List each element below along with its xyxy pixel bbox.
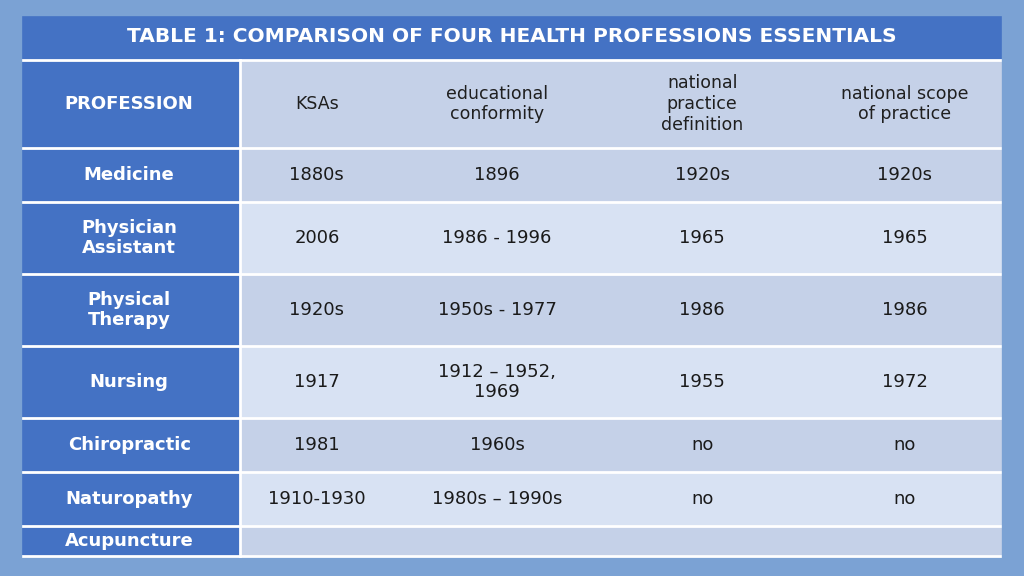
- Bar: [241, 472, 393, 526]
- Bar: [804, 526, 1006, 556]
- Text: 1980s – 1990s: 1980s – 1990s: [432, 490, 562, 508]
- Text: TABLE 1: COMPARISON OF FOUR HEALTH PROFESSIONS ESSENTIALS: TABLE 1: COMPARISON OF FOUR HEALTH PROFE…: [127, 26, 897, 46]
- Bar: [241, 148, 393, 202]
- Bar: [18, 526, 241, 556]
- Bar: [601, 346, 804, 418]
- Text: 2006: 2006: [294, 229, 340, 247]
- Text: Nursing: Nursing: [90, 373, 169, 391]
- Text: 1965: 1965: [882, 229, 928, 247]
- Bar: [804, 346, 1006, 418]
- Bar: [18, 60, 241, 148]
- Text: 1981: 1981: [294, 436, 340, 454]
- Text: national scope
of practice: national scope of practice: [841, 85, 969, 123]
- Bar: [241, 526, 393, 556]
- Text: 1920s: 1920s: [675, 166, 730, 184]
- Bar: [804, 418, 1006, 472]
- Bar: [601, 418, 804, 472]
- Bar: [601, 148, 804, 202]
- Text: PROFESSION: PROFESSION: [65, 95, 194, 113]
- Bar: [804, 148, 1006, 202]
- Text: no: no: [691, 490, 714, 508]
- Text: 1986: 1986: [882, 301, 928, 319]
- Bar: [393, 418, 601, 472]
- Text: 1950s - 1977: 1950s - 1977: [437, 301, 557, 319]
- Bar: [18, 346, 241, 418]
- Text: KSAs: KSAs: [295, 95, 339, 113]
- Bar: [601, 274, 804, 346]
- Bar: [241, 418, 393, 472]
- Bar: [601, 472, 804, 526]
- Text: educational
conformity: educational conformity: [446, 85, 548, 123]
- Bar: [393, 202, 601, 274]
- Bar: [393, 526, 601, 556]
- Bar: [804, 202, 1006, 274]
- Bar: [804, 472, 1006, 526]
- Text: 1910-1930: 1910-1930: [268, 490, 366, 508]
- Text: 1986: 1986: [679, 301, 725, 319]
- Bar: [393, 346, 601, 418]
- Bar: [241, 60, 393, 148]
- Text: Acupuncture: Acupuncture: [65, 532, 194, 550]
- Bar: [601, 60, 804, 148]
- Bar: [601, 202, 804, 274]
- Text: 1920s: 1920s: [290, 301, 344, 319]
- Text: 1896: 1896: [474, 166, 520, 184]
- Bar: [393, 60, 601, 148]
- Text: national
practice
definition: national practice definition: [662, 74, 743, 134]
- Text: 1960s: 1960s: [470, 436, 524, 454]
- Text: Medicine: Medicine: [84, 166, 174, 184]
- Bar: [393, 274, 601, 346]
- Text: 1920s: 1920s: [878, 166, 932, 184]
- Bar: [18, 472, 241, 526]
- Bar: [18, 202, 241, 274]
- Bar: [393, 472, 601, 526]
- Text: no: no: [894, 436, 915, 454]
- Text: no: no: [894, 490, 915, 508]
- Bar: [393, 148, 601, 202]
- Bar: [241, 346, 393, 418]
- Text: no: no: [691, 436, 714, 454]
- Bar: [18, 148, 241, 202]
- Bar: [18, 12, 1006, 60]
- Text: 1880s: 1880s: [290, 166, 344, 184]
- Text: Chiropractic: Chiropractic: [68, 436, 190, 454]
- Text: Physician
Assistant: Physician Assistant: [81, 219, 177, 257]
- Text: 1972: 1972: [882, 373, 928, 391]
- Text: 1955: 1955: [679, 373, 725, 391]
- Bar: [18, 274, 241, 346]
- Text: Physical
Therapy: Physical Therapy: [88, 291, 171, 329]
- Bar: [241, 202, 393, 274]
- Bar: [18, 418, 241, 472]
- Text: 1912 – 1952,
1969: 1912 – 1952, 1969: [438, 363, 556, 401]
- Text: Naturopathy: Naturopathy: [66, 490, 193, 508]
- Bar: [241, 274, 393, 346]
- Bar: [804, 274, 1006, 346]
- Text: 1965: 1965: [679, 229, 725, 247]
- Bar: [804, 60, 1006, 148]
- Bar: [601, 526, 804, 556]
- Text: 1917: 1917: [294, 373, 340, 391]
- Text: 1986 - 1996: 1986 - 1996: [442, 229, 552, 247]
